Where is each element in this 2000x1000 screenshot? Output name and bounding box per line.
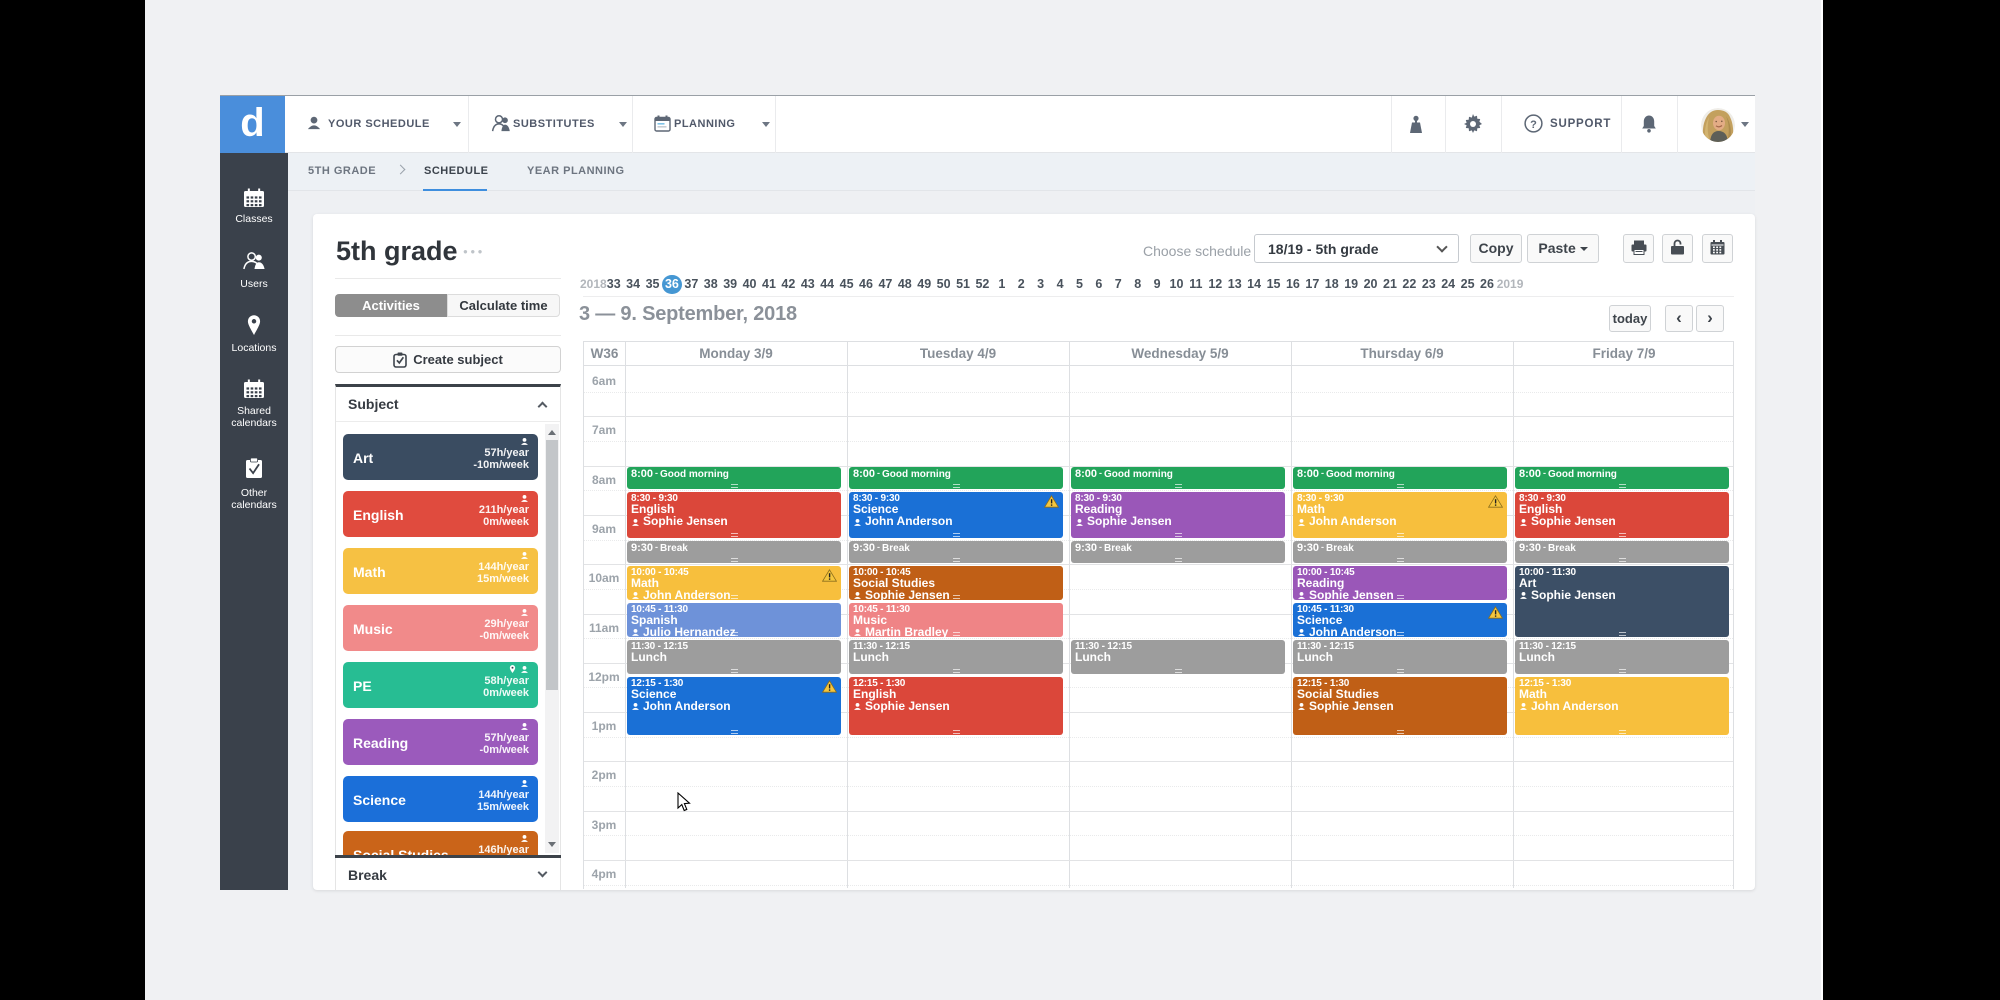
svg-text:?: ? — [1530, 119, 1537, 131]
